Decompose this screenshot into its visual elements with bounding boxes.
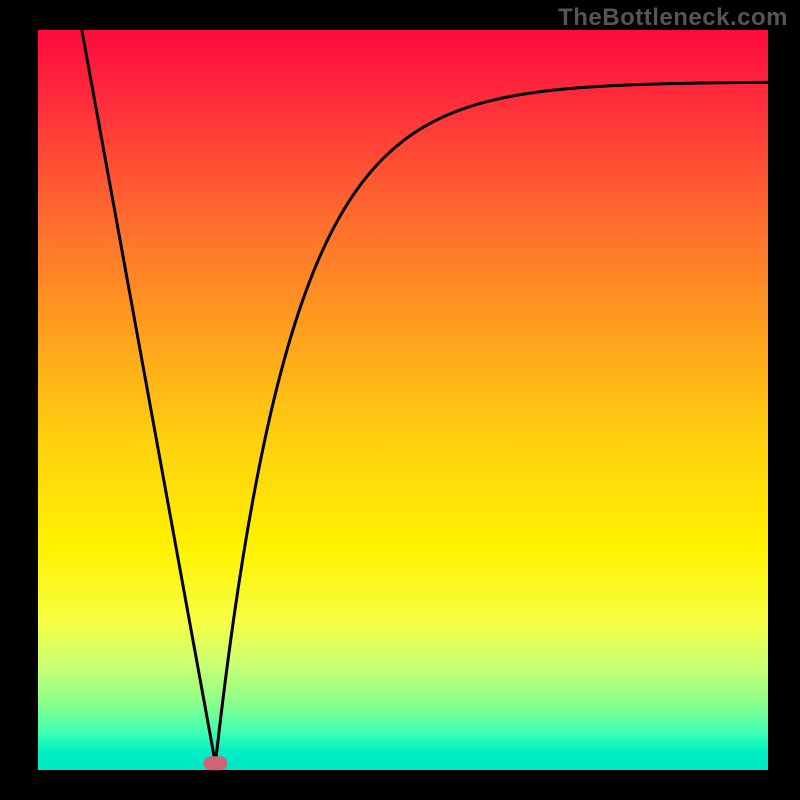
watermark: TheBottleneck.com [558, 4, 788, 32]
curve-layer [0, 0, 800, 800]
bottleneck-curve [82, 30, 768, 763]
optimum-marker [203, 756, 227, 770]
